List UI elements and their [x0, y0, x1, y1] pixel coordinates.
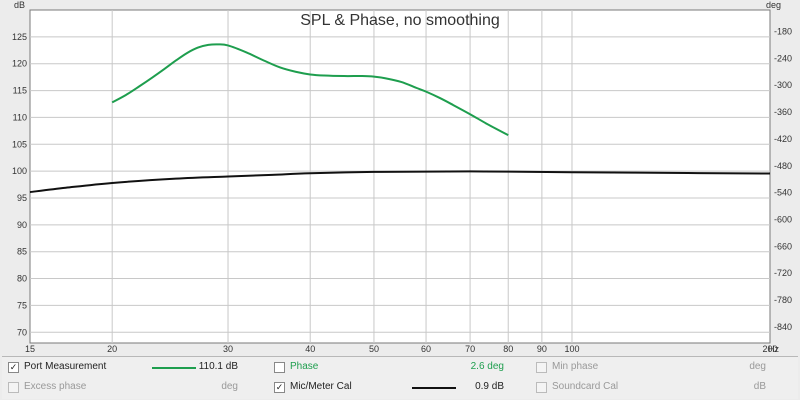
legend-item-soundcard-cal[interactable]: Soundcard Cal dB: [532, 378, 768, 398]
tick-labels: 15 20 30 40 50 60 70 80 90 100 200 70 75 80 85 90 95 100 1…: [12, 26, 792, 354]
checkbox-soundcard-cal[interactable]: [536, 382, 547, 393]
x-tick-label: 80: [503, 344, 513, 354]
checkbox-phase[interactable]: [274, 362, 285, 373]
y-left-tick-label: 80: [17, 274, 27, 284]
legend-label: Port Measurement: [24, 361, 107, 372]
legend-value: 2.6 deg: [470, 361, 504, 372]
y-left-tick-label: 115: [13, 86, 27, 96]
legend-item-port-measurement[interactable]: ✓ Port Measurement 110.1 dB: [4, 358, 240, 378]
y-left-tick-label: 70: [17, 327, 27, 337]
legend-panel: ✓ Port Measurement 110.1 dB Phase 2.6 de…: [2, 356, 798, 399]
legend-value: 0.9 dB: [475, 381, 504, 392]
legend-value: dB: [753, 381, 766, 392]
y-right-unit: deg: [766, 0, 781, 10]
legend-swatch: [412, 387, 456, 389]
y-left-tick-label: 75: [17, 300, 27, 310]
y-right-tick-label: -300: [774, 80, 792, 90]
y-right-tick-label: -780: [774, 295, 792, 305]
y-left-tick-label: 125: [12, 32, 27, 42]
legend-item-phase[interactable]: Phase 2.6 deg: [270, 358, 506, 378]
y-right-tick-label: -840: [774, 322, 792, 332]
legend-label: Mic/Meter Cal: [290, 381, 352, 392]
series-line-port-measurement: [111, 43, 509, 137]
y-right-tick-label: -360: [774, 107, 792, 117]
legend-item-min-phase[interactable]: Min phase deg: [532, 358, 768, 378]
x-tick-label: 70: [465, 344, 475, 354]
chart-title: SPL & Phase, no smoothing: [300, 12, 500, 29]
checkbox-excess-phase[interactable]: [8, 382, 19, 393]
legend-item-excess-phase[interactable]: Excess phase deg: [4, 378, 240, 398]
legend-label: Excess phase: [24, 381, 87, 392]
legend-row: Excess phase deg ✓ Mic/Meter Cal 0.9 dB …: [2, 378, 798, 398]
x-tick-label: 200: [762, 344, 777, 354]
x-tick-label: 60: [421, 344, 431, 354]
x-tick-label: 15: [25, 344, 35, 354]
legend-value: deg: [221, 381, 238, 392]
y-right-tick-label: -540: [774, 188, 792, 198]
x-tick-label: 100: [564, 344, 579, 354]
y-right-tick-label: -240: [774, 53, 792, 63]
checkbox-port-measurement[interactable]: ✓: [8, 362, 19, 373]
legend-label: Soundcard Cal: [552, 381, 619, 392]
plot-area[interactable]: [29, 9, 771, 344]
series: [29, 43, 771, 194]
legend-item-mic-meter-cal[interactable]: ✓ Mic/Meter Cal 0.9 dB: [270, 378, 506, 398]
legend-value: deg: [749, 361, 766, 372]
legend-value: 110.1 dB: [198, 361, 238, 372]
checkbox-min-phase[interactable]: [536, 362, 547, 373]
y-right-tick-label: -420: [774, 134, 792, 144]
x-tick-label: 20: [107, 344, 117, 354]
series-line-mic-meter-cal: [29, 170, 771, 194]
x-tick-label: 90: [537, 344, 547, 354]
y-right-tick-label: -180: [774, 26, 792, 36]
legend-label: Min phase: [552, 361, 599, 372]
legend-swatch: [152, 367, 196, 369]
x-axis-unit: Hz: [768, 344, 779, 354]
y-right-tick-label: -660: [774, 241, 792, 251]
y-left-tick-label: 105: [12, 139, 27, 149]
y-left-tick-label: 110: [13, 112, 27, 122]
y-left-tick-label: 120: [12, 59, 27, 69]
y-right-tick-label: -600: [774, 214, 792, 224]
legend-label: Phase: [290, 361, 319, 372]
checkbox-mic-meter-cal[interactable]: ✓: [274, 382, 285, 393]
x-tick-label: 50: [369, 344, 379, 354]
spl-phase-chart[interactable]: 15 20 30 40 50 60 70 80 90 100 200 70 75 80 85 90 95 100 1…: [0, 0, 800, 356]
y-right-tick-label: -480: [774, 161, 792, 171]
y-left-unit: dB: [14, 0, 25, 10]
y-left-tick-label: 95: [17, 193, 27, 203]
grid: [30, 10, 770, 343]
y-left-tick-label: 100: [12, 166, 27, 176]
y-right-tick-label: -720: [774, 268, 792, 278]
y-left-tick-label: 85: [17, 247, 27, 257]
x-tick-label: 30: [223, 344, 233, 354]
legend-row: ✓ Port Measurement 110.1 dB Phase 2.6 de…: [2, 358, 798, 378]
x-tick-label: 40: [305, 344, 315, 354]
y-left-tick-label: 90: [17, 220, 27, 230]
